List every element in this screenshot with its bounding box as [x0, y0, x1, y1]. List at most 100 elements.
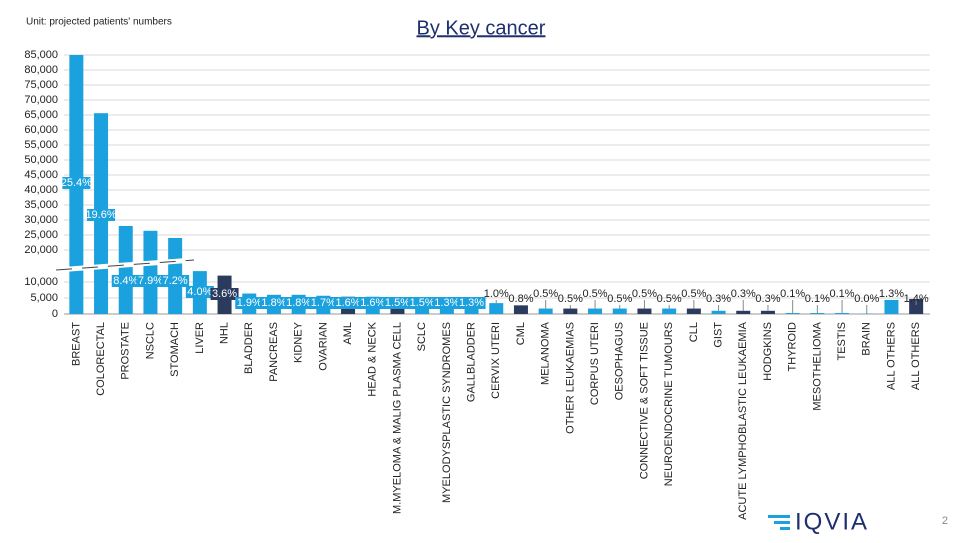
logo: IQVIA — [795, 508, 869, 535]
y-tick-label: 40,000 — [24, 184, 58, 196]
share-label-bg — [161, 275, 190, 287]
y-tick-label: 0 — [52, 308, 58, 320]
bar — [612, 308, 627, 314]
share-label: 1.5% — [385, 297, 410, 309]
share-label: 7.9% — [138, 275, 163, 287]
x-tick-label: GIST — [712, 322, 724, 348]
share-label: 0.5% — [533, 288, 558, 300]
bar — [835, 313, 850, 314]
x-tick-label: TESTIS — [836, 322, 848, 361]
share-label: 0.5% — [607, 293, 632, 305]
x-tick-label: MESOTHELIOMA — [811, 321, 823, 410]
bar — [736, 310, 751, 314]
x-tick-label: OESOPHAGUS — [614, 322, 626, 400]
share-label-bg — [334, 297, 363, 309]
x-tick-label: CML — [515, 322, 527, 345]
share-label: 0.1% — [830, 288, 855, 300]
bar — [143, 230, 158, 314]
y-tick-label: 30,000 — [24, 214, 58, 226]
share-label: 0.5% — [558, 293, 583, 305]
y-tick-label: 10,000 — [24, 276, 58, 288]
share-label: 4.0% — [187, 286, 212, 298]
share-label: 1.3% — [434, 297, 459, 309]
x-tick-label: CERVIX UTERI — [490, 322, 502, 399]
axis-break — [55, 259, 195, 271]
x-tick-label: KIDNEY — [293, 321, 305, 363]
share-label: 1.5% — [410, 297, 435, 309]
bar — [118, 226, 133, 314]
x-tick-label: CONNECTIVE & SOFT TISSUE — [638, 322, 650, 479]
x-tick-label: THYROID — [787, 322, 799, 372]
bar — [760, 310, 775, 314]
y-tick-label: 35,000 — [24, 199, 58, 211]
y-tick-label: 85,000 — [24, 49, 58, 61]
y-tick-label: 75,000 — [24, 79, 58, 91]
share-label-bg — [210, 288, 239, 300]
share-label-bg — [358, 297, 387, 309]
share-label-bg — [432, 297, 461, 309]
share-label: 3.6% — [212, 288, 237, 300]
share-label: 0.1% — [805, 293, 830, 305]
x-tick-label: CORPUS UTERI — [589, 322, 601, 405]
share-label: 1.7% — [311, 297, 336, 309]
share-label: 0.5% — [583, 288, 608, 300]
share-label-bg — [185, 286, 214, 298]
share-label: 7.2% — [163, 275, 188, 287]
x-tick-label: PROSTATE — [120, 322, 132, 380]
x-tick-label: GALLBLADDER — [465, 322, 477, 402]
share-label: 1.3% — [879, 288, 904, 300]
x-tick-label: AML — [342, 322, 354, 345]
share-label: 0.3% — [755, 293, 780, 305]
y-tick-label: 55,000 — [24, 139, 58, 151]
y-tick-label: 60,000 — [24, 124, 58, 136]
bar — [884, 299, 899, 314]
y-tick-label: 45,000 — [24, 169, 58, 181]
share-label: 19.6% — [85, 209, 116, 221]
share-label: 0.0% — [854, 293, 879, 305]
y-tick-label: 70,000 — [24, 94, 58, 106]
bar — [538, 308, 553, 314]
bar — [711, 310, 726, 314]
bar — [662, 308, 677, 314]
bar — [810, 313, 825, 314]
bar — [513, 305, 528, 314]
bar — [489, 303, 504, 314]
share-label: 1.0% — [484, 288, 509, 300]
share-label: 0.8% — [508, 293, 533, 305]
share-label: 1.8% — [261, 297, 286, 309]
share-label: 0.3% — [731, 288, 756, 300]
x-tick-label: PANCREAS — [268, 322, 280, 382]
share-label-bg — [87, 209, 116, 221]
bar — [785, 313, 800, 314]
x-tick-label: BRAIN — [861, 322, 873, 356]
x-tick-label: COLORECTAL — [95, 322, 107, 396]
share-label: 1.6% — [360, 297, 385, 309]
y-tick-label: 20,000 — [24, 244, 58, 256]
unit-note: Unit: projected patients' numbers — [26, 17, 172, 28]
x-tick-label: LIVER — [194, 322, 206, 354]
share-label-bg — [111, 275, 140, 287]
share-label: 0.5% — [657, 293, 682, 305]
y-tick-label: 80,000 — [24, 64, 58, 76]
y-tick-label: 25,000 — [24, 229, 58, 241]
share-label: 0.5% — [632, 288, 657, 300]
x-tick-label: BLADDER — [243, 322, 255, 374]
x-tick-label: OVARIAN — [317, 322, 329, 371]
x-tick-label: ACUTE LYMPHOBLASTIC LEUKAEMIA — [737, 321, 749, 520]
share-label-bg — [284, 297, 313, 309]
share-label: 1.9% — [237, 297, 262, 309]
share-label-bg — [383, 297, 412, 309]
share-label: 1.3% — [459, 297, 484, 309]
y-tick-label: 5,000 — [30, 292, 58, 304]
share-label: 8.4% — [113, 275, 138, 287]
x-tick-label: ALL OTHERS — [910, 322, 922, 390]
share-label: 25.4% — [61, 177, 92, 189]
share-label: 0.1% — [780, 288, 805, 300]
share-label: 1.8% — [286, 297, 311, 309]
x-tick-label: HEAD & NECK — [367, 321, 379, 396]
share-label-bg — [235, 297, 264, 309]
x-tick-label: BREAST — [70, 322, 82, 366]
share-label-bg — [457, 297, 486, 309]
x-tick-label: M.MYELOMA & MALIG PLASMA CELL — [391, 322, 403, 514]
